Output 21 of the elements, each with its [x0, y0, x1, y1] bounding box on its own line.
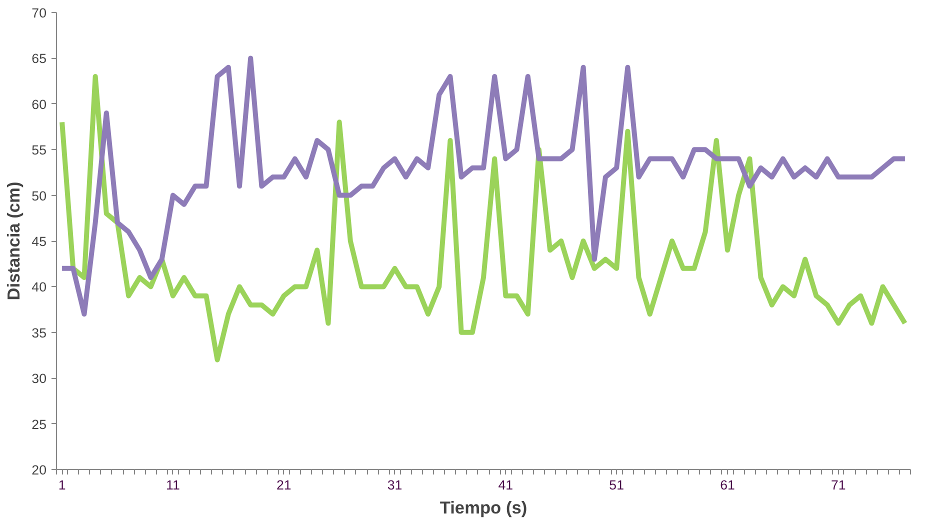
y-tick-label: 70	[32, 6, 47, 20]
x-tick-label: 51	[609, 478, 624, 492]
y-tick-label: 35	[32, 325, 47, 340]
y-tick-label: 55	[32, 142, 47, 158]
x-tick-label: 31	[387, 478, 402, 492]
x-tick-label: 41	[498, 478, 514, 492]
y-tick-label: 25	[32, 416, 47, 432]
y-tick-label: 20	[32, 462, 47, 478]
x-tick-label: 1	[58, 478, 66, 492]
x-tick-label: 11	[166, 478, 180, 492]
y-axis-title: Distancia (cm)	[4, 182, 24, 300]
y-tick-label: 50	[32, 188, 47, 204]
y-tick-label: 45	[32, 234, 47, 249]
y-tick-label: 65	[32, 51, 47, 66]
x-tick-label: 71	[830, 478, 846, 492]
y-tick-label: 40	[32, 280, 47, 295]
y-tick-label: 30	[32, 371, 47, 386]
y-tick-label: 60	[32, 96, 47, 112]
x-axis-title: Tiempo (s)	[440, 498, 528, 518]
x-tick-label: 21	[276, 478, 292, 492]
x-tick-label: 61	[720, 478, 735, 492]
